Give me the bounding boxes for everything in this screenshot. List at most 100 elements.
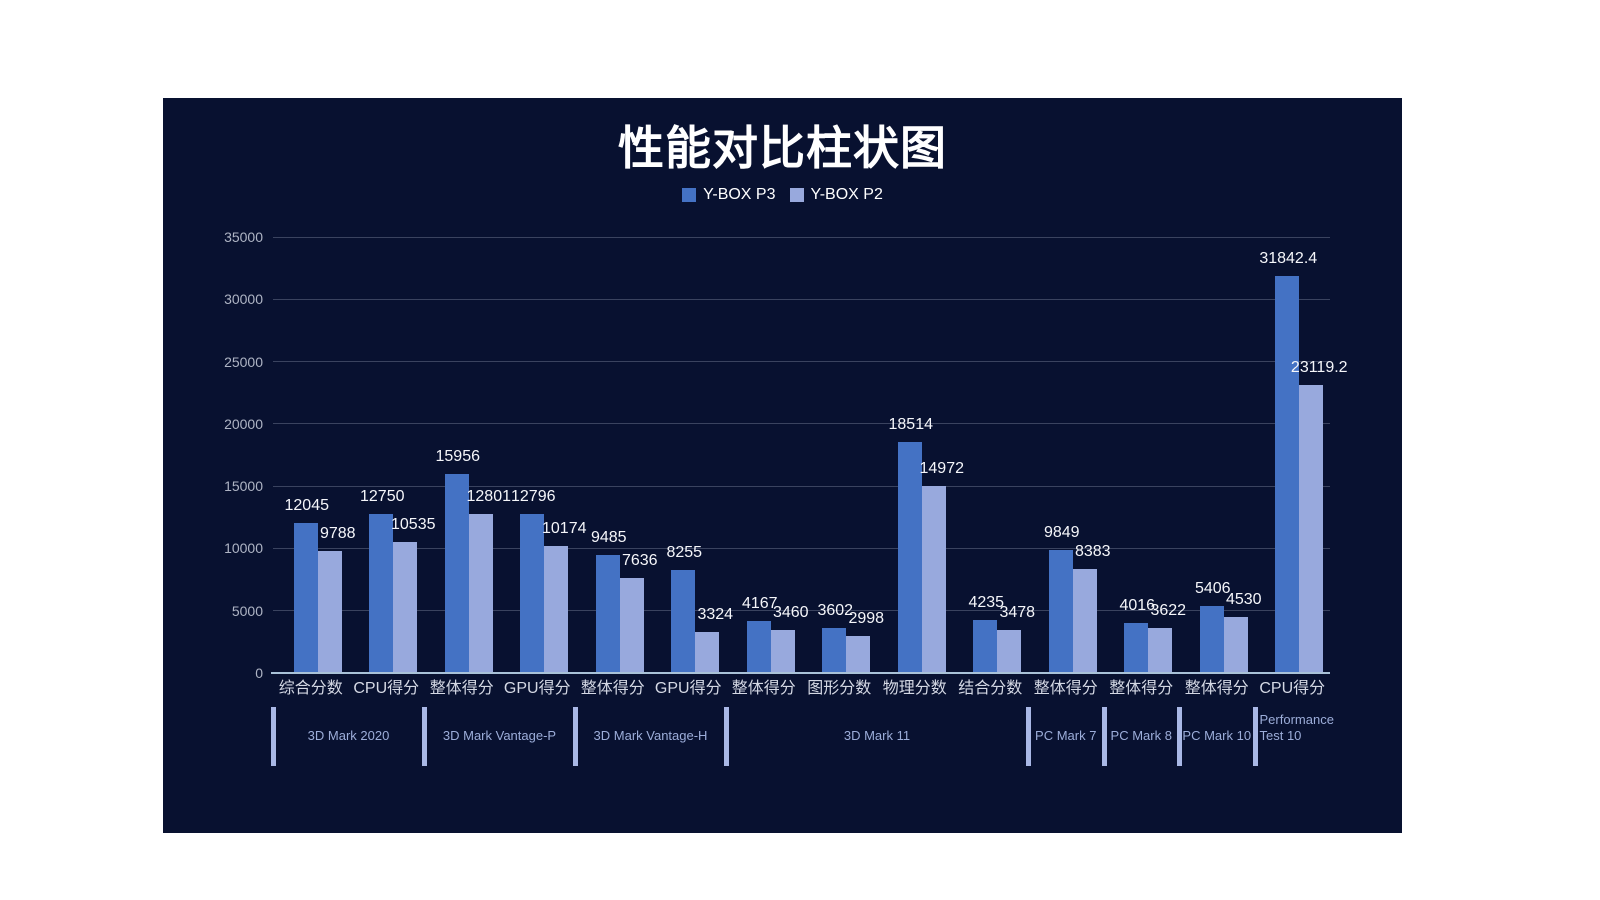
bar-value-label: 14972	[919, 460, 965, 478]
gridline-35000	[273, 236, 1330, 238]
legend-swatch-ybox-p3	[682, 188, 697, 202]
x-axis-category-label: 图形分数	[807, 680, 872, 697]
legend-item-ybox-p2[interactable]: Y-BOX P2	[789, 186, 883, 204]
bar-value-label: 15956	[435, 448, 481, 466]
bar-p2-6	[770, 629, 795, 673]
bar-p3-9	[973, 620, 998, 673]
legend-item-ybox-p3[interactable]: Y-BOX P3	[682, 186, 776, 204]
group-label-6: PC Mark 10	[1179, 712, 1255, 744]
y-axis-tick-label: 5000	[231, 602, 263, 619]
legend-label-ybox-p3: Y-BOX P3	[703, 186, 776, 203]
gridline-15000	[273, 485, 1330, 487]
bar-value-label: 4016	[1119, 596, 1156, 614]
bar-p3-5	[671, 570, 696, 673]
y-axis-tick-label: 30000	[224, 291, 263, 308]
bar-value-label: 12750	[360, 488, 405, 506]
bar-value-label: 7636	[621, 551, 658, 569]
group-label-text: PC Mark 10	[1182, 728, 1252, 744]
group-label-text: Performance Test 10	[1259, 712, 1334, 744]
bar-p2-2	[468, 513, 493, 673]
group-label-7: Performance Test 10	[1255, 712, 1334, 744]
bar-value-label: 3602	[817, 602, 854, 620]
bar-value-label: 12045	[284, 496, 330, 514]
bar-p2-0	[317, 551, 342, 673]
plot-area: 0 5000 10000 15000 20000 25000 30000 35000 12045…	[163, 98, 1402, 833]
bar-p2-12	[1223, 616, 1248, 673]
bar-value-label: 3324	[697, 605, 734, 623]
group-label-5: PC Mark 8	[1104, 712, 1180, 744]
bar-value-label: 9849	[1043, 524, 1080, 542]
gridline-30000	[273, 298, 1330, 300]
group-label-text: 3D Mark Vantage-P	[442, 728, 557, 744]
x-axis-category-label: 整体得分	[1109, 680, 1174, 697]
bar-value-label: 18514	[888, 416, 934, 434]
x-axis-category-label: 整体得分	[429, 680, 494, 697]
group-label-text: 3D Mark 11	[843, 728, 911, 744]
group-label-text: PC Mark 8	[1110, 728, 1172, 744]
group-label-0: 3D Mark 2020	[273, 712, 424, 744]
group-separator	[573, 707, 578, 766]
group-label-text: 3D Mark 2020	[307, 728, 390, 744]
legend: Y-BOX P3 Y-BOX P2	[163, 184, 1402, 206]
bar-p3-2	[444, 474, 469, 673]
bar-value-label: 12801	[466, 487, 512, 505]
bar-p3-10	[1048, 550, 1073, 673]
bar-value-label: 23119.2	[1290, 359, 1348, 376]
bar-value-label: 3622	[1150, 601, 1187, 619]
group-label-2: 3D Mark Vantage-H	[575, 712, 726, 744]
bar-p2-7	[846, 635, 871, 673]
bar-p2-4	[619, 577, 644, 673]
x-axis-category-label: 整体得分	[1184, 680, 1249, 697]
bar-value-label: 31842.4	[1259, 250, 1318, 268]
x-axis-category-label: GPU得分	[654, 680, 722, 697]
x-axis-line	[271, 672, 1330, 674]
group-label-text: PC Mark 7	[1035, 728, 1097, 744]
bar-p2-10	[1072, 568, 1097, 673]
bar-p2-1	[393, 541, 418, 673]
bar-p2-13	[1299, 385, 1324, 673]
bar-value-label: 4530	[1225, 590, 1262, 608]
bar-value-label: 4167	[741, 595, 778, 613]
group-label-4: PC Mark 7	[1028, 712, 1104, 744]
bar-p3-1	[369, 514, 394, 673]
x-axis-category-label: 整体得分	[580, 680, 645, 697]
bar-value-label: 3460	[772, 603, 809, 621]
bar-value-label: 9485	[590, 528, 627, 546]
bar-p3-4	[595, 554, 620, 673]
bar-p3-13	[1275, 276, 1300, 673]
gridline-10000	[273, 547, 1330, 549]
bar-value-label: 4235	[968, 594, 1005, 612]
y-axis-tick-label: 25000	[224, 353, 263, 370]
bar-p3-7	[822, 628, 847, 673]
x-axis-category-label: CPU得分	[1259, 680, 1326, 697]
x-axis-category-label: GPU得分	[503, 680, 571, 697]
bar-value-label: 10174	[542, 520, 587, 538]
legend-swatch-ybox-p2	[789, 188, 804, 202]
gridline-20000	[273, 423, 1330, 425]
bar-value-label: 12796	[511, 487, 556, 505]
bar-p3-6	[746, 621, 771, 673]
group-separator	[1177, 707, 1182, 766]
bar-p2-3	[544, 546, 569, 673]
group-separator	[724, 707, 729, 766]
bar-value-label: 5406	[1194, 579, 1231, 597]
bar-p3-3	[520, 513, 545, 673]
x-axis-category-label: 整体得分	[1033, 680, 1098, 697]
bar-value-label: 3478	[999, 603, 1036, 621]
bar-value-label: 8383	[1074, 542, 1111, 560]
group-separator	[1101, 707, 1107, 766]
bar-p2-9	[997, 629, 1022, 673]
y-axis-tick-label: 20000	[224, 415, 263, 432]
x-axis-category-label: 综合分数	[278, 680, 343, 697]
group-label-3: 3D Mark 11	[726, 712, 1028, 744]
bar-p2-5	[695, 631, 720, 673]
bar-p3-0	[293, 522, 318, 673]
y-axis-tick-label: 35000	[224, 229, 263, 245]
chart-canvas: 性能对比柱状图 Y-BOX P3 Y-BOX P2 0 5000 10000 1500…	[163, 98, 1402, 833]
group-separator	[422, 707, 427, 766]
bar-p2-8	[921, 486, 946, 673]
group-separator	[1026, 707, 1031, 766]
bar-p3-12	[1199, 605, 1224, 673]
bar-value-label: 10535	[391, 515, 436, 533]
bar-value-label: 8255	[666, 544, 703, 562]
